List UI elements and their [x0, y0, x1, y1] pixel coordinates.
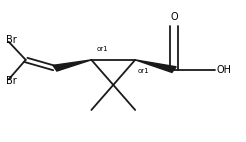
Text: or1: or1 [138, 67, 149, 74]
Text: Br: Br [6, 76, 17, 86]
Text: or1: or1 [96, 46, 108, 52]
Text: Br: Br [6, 35, 17, 45]
Text: O: O [170, 12, 178, 22]
Polygon shape [53, 60, 91, 71]
Polygon shape [135, 60, 176, 72]
Text: OH: OH [217, 65, 232, 75]
